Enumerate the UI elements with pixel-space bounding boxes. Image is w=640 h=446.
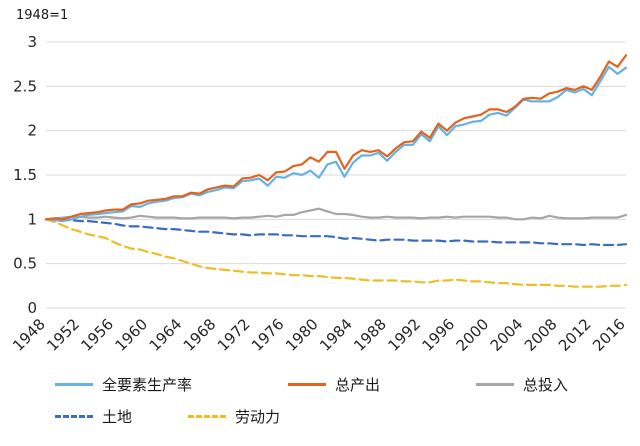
y-tick-label: 3 (27, 33, 37, 51)
legend: 全要素生产率 总产出 总投入土地 劳动力 (0, 374, 640, 438)
x-tick-label: 2000 (453, 315, 493, 355)
legend-label: 总投入 (523, 376, 569, 394)
legend-item-output: 总产出 (288, 374, 380, 395)
x-tick-label: 1988 (350, 315, 390, 355)
x-tick-label: 1984 (316, 315, 356, 355)
series-line-land (44, 218, 628, 247)
legend-swatch-input (476, 383, 515, 386)
legend-item-labor: 劳动力 (188, 406, 280, 427)
series-line-output (44, 54, 628, 221)
y-tick-label: 0.5 (13, 255, 37, 273)
legend-item-land: 土地 (55, 406, 132, 427)
x-tick-label: 1972 (214, 315, 254, 355)
x-tick-label: 1996 (419, 315, 459, 355)
legend-swatch-labor (188, 415, 227, 418)
x-tick-label: 1952 (43, 315, 83, 355)
x-tick-label: 1964 (146, 315, 186, 355)
x-tick-label: 1980 (282, 315, 322, 355)
legend-row: 全要素生产率 总产出 总投入 (0, 374, 640, 395)
series-line-labor (44, 218, 628, 288)
legend-item-input: 总投入 (476, 374, 568, 395)
legend-label: 劳动力 (235, 408, 281, 426)
legend-swatch-tfp (55, 383, 93, 386)
x-tick-label: 1948 (9, 315, 49, 355)
x-tick-label: 1960 (111, 315, 151, 355)
index-base-note: 1948=1 (16, 8, 69, 23)
legend-label: 土地 (102, 408, 133, 426)
series-line-tfp (44, 65, 628, 223)
y-tick-label: 2.5 (13, 77, 37, 95)
x-tick-label: 2004 (487, 315, 527, 355)
x-tick-label: 1956 (77, 315, 117, 355)
legend-label: 总产出 (335, 376, 381, 394)
x-tick-label: 1968 (180, 315, 220, 355)
legend-label: 全要素生产率 (102, 376, 193, 394)
legend-swatch-output (288, 383, 327, 386)
series-line-input (44, 207, 628, 221)
line-chart: 00.511.522.53194819521956196019641968197… (9, 33, 629, 355)
x-tick-label: 1992 (384, 315, 424, 355)
legend-swatch-land (55, 415, 93, 418)
x-tick-label: 2012 (555, 315, 595, 355)
y-tick-label: 2 (27, 122, 37, 140)
y-tick-label: 0 (27, 299, 37, 317)
y-tick-label: 1.5 (13, 166, 37, 184)
x-tick-label: 2008 (521, 315, 561, 355)
y-tick-label: 1 (27, 210, 37, 228)
x-tick-label: 2016 (589, 315, 629, 355)
x-tick-label: 1976 (248, 315, 288, 355)
legend-row: 土地 劳动力 (0, 406, 640, 427)
legend-item-tfp: 全要素生产率 (55, 374, 192, 395)
